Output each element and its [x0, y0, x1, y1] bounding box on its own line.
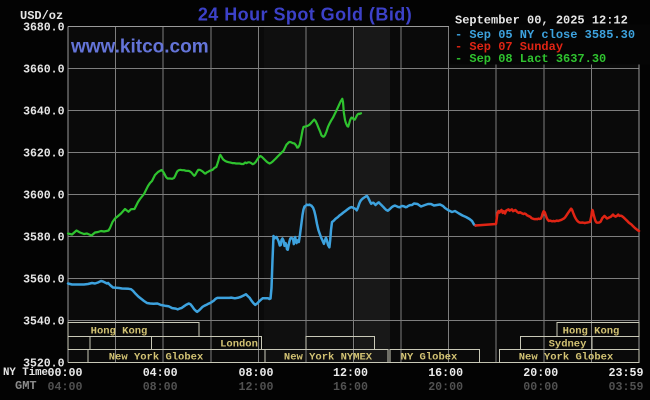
svg-text:03:59: 03:59 [609, 380, 644, 394]
svg-text:08:00: 08:00 [143, 380, 178, 394]
svg-text:24 Hour Spot Gold (Bid): 24 Hour Spot Gold (Bid) [198, 5, 412, 25]
svg-text:12:00: 12:00 [239, 380, 274, 394]
svg-text:New York NYMEX: New York NYMEX [284, 351, 373, 363]
svg-text:12:00: 12:00 [333, 366, 368, 380]
svg-text:- Sep 08 Lact 3637.30: - Sep 08 Lact 3637.30 [455, 52, 606, 66]
svg-text:3640.0: 3640.0 [23, 106, 65, 119]
svg-text:3580.0: 3580.0 [23, 232, 65, 245]
svg-text:- Sep 07 Sunday: - Sep 07 Sunday [455, 40, 563, 54]
svg-text:New York Globex: New York Globex [519, 351, 614, 363]
svg-text:Hong Kong: Hong Kong [563, 325, 620, 337]
svg-text:Sydney: Sydney [549, 338, 588, 350]
svg-text:3540.0: 3540.0 [23, 316, 65, 329]
svg-text:16:00: 16:00 [333, 380, 368, 394]
svg-text:08:00: 08:00 [239, 366, 274, 380]
svg-text:23:59: 23:59 [609, 366, 644, 380]
svg-text:- Sep 05 NY close 3585.30: - Sep 05 NY close 3585.30 [455, 28, 635, 42]
svg-text:3620.0: 3620.0 [23, 148, 65, 161]
svg-text:NY Globex: NY Globex [401, 351, 458, 363]
svg-text:www.kitco.com: www.kitco.com [70, 37, 209, 58]
svg-text:20:00: 20:00 [523, 366, 558, 380]
svg-text:04:00: 04:00 [48, 380, 83, 394]
svg-text:3660.0: 3660.0 [23, 64, 65, 77]
svg-text:16:00: 16:00 [428, 366, 463, 380]
svg-text:USD/oz: USD/oz [20, 9, 63, 23]
svg-text:00:00: 00:00 [48, 366, 83, 380]
svg-text:September 00, 2025 12:12: September 00, 2025 12:12 [455, 14, 628, 28]
svg-text:London: London [220, 338, 258, 350]
svg-text:3680.0: 3680.0 [23, 22, 65, 35]
svg-text:3520.0: 3520.0 [23, 358, 65, 371]
svg-text:GMT: GMT [15, 379, 37, 393]
svg-text:00:00: 00:00 [523, 380, 558, 394]
svg-text:NY Time: NY Time [3, 367, 48, 379]
svg-text:04:00: 04:00 [143, 366, 178, 380]
svg-text:20:00: 20:00 [428, 380, 463, 394]
svg-text:New York Globex: New York Globex [109, 351, 204, 363]
svg-text:3560.0: 3560.0 [23, 274, 65, 287]
svg-text:3600.0: 3600.0 [23, 190, 65, 203]
svg-text:Hong Kong: Hong Kong [91, 325, 148, 337]
